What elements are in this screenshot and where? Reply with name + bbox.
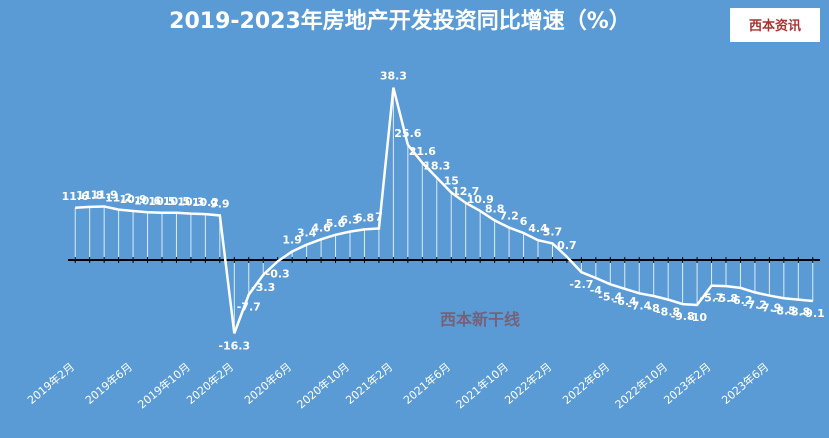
x-tick-label: 2021年10月 bbox=[453, 360, 511, 412]
data-label: 12.7 bbox=[452, 185, 479, 198]
data-label: -9.1 bbox=[801, 307, 825, 320]
x-tick-label: 2021年6月 bbox=[400, 360, 453, 407]
chart-title: 2019-2023年房地产开发投资同比增速（%） bbox=[169, 8, 631, 34]
data-label: -7.7 bbox=[237, 301, 261, 314]
data-label: -9.8 bbox=[671, 310, 695, 323]
data-label: 1.9 bbox=[282, 233, 302, 246]
data-label: -4 bbox=[590, 284, 603, 297]
data-label: -5.4 bbox=[598, 290, 622, 303]
data-label: -10 bbox=[687, 311, 707, 324]
x-tick-label: 2019年6月 bbox=[82, 360, 135, 407]
data-label: -7.2 bbox=[743, 298, 767, 311]
data-label: 10.9 bbox=[467, 193, 494, 206]
x-tick-label: 2020年2月 bbox=[184, 360, 237, 407]
data-label: -7.9 bbox=[757, 302, 781, 315]
data-label: 11.6 bbox=[62, 190, 89, 203]
data-label: 6.3 bbox=[340, 214, 360, 227]
data-label: 4.6 bbox=[311, 221, 331, 234]
x-tick-label: 2022年10月 bbox=[612, 360, 670, 412]
data-label: 10.3 bbox=[177, 196, 204, 209]
data-label: 25.6 bbox=[394, 127, 421, 140]
data-label: 3.4 bbox=[297, 227, 317, 240]
data-label: -7.4 bbox=[627, 299, 651, 312]
logo: 西本资讯 bbox=[749, 18, 801, 34]
data-label: -8.8 bbox=[656, 306, 680, 319]
x-tick-label: 2020年10月 bbox=[294, 360, 352, 412]
x-tick-label: 2021年2月 bbox=[343, 360, 396, 407]
data-label: -8.8 bbox=[786, 306, 810, 319]
data-label: 11.8 bbox=[76, 189, 103, 202]
data-label: 10.5 bbox=[163, 195, 190, 208]
data-label: 7.2 bbox=[499, 210, 519, 223]
data-label: 4.4 bbox=[528, 222, 548, 235]
data-label: -16.3 bbox=[218, 339, 250, 352]
data-label: 3.7 bbox=[543, 225, 563, 238]
data-label: 10.5 bbox=[148, 195, 175, 208]
x-tick-label: 2020年6月 bbox=[241, 360, 294, 407]
data-label: 6 bbox=[520, 215, 528, 228]
x-tick-label: 2022年2月 bbox=[502, 360, 555, 407]
data-label: -8.5 bbox=[772, 304, 796, 317]
data-label: 10.2 bbox=[192, 196, 219, 209]
line bbox=[75, 87, 813, 334]
data-label: -0.3 bbox=[266, 267, 290, 280]
data-label: 8.8 bbox=[485, 202, 505, 215]
data-label: 10.9 bbox=[120, 193, 147, 206]
x-tick-label: 2022年6月 bbox=[560, 360, 613, 407]
data-label: 11.2 bbox=[105, 192, 132, 205]
data-label: -5.8 bbox=[714, 292, 738, 305]
x-tick-label: 2019年2月 bbox=[24, 360, 77, 407]
data-label: 10.6 bbox=[134, 194, 161, 207]
x-tick-label: 2019年10月 bbox=[135, 360, 193, 412]
data-label: 9.9 bbox=[210, 197, 230, 210]
data-label: 5.6 bbox=[326, 217, 346, 230]
data-label: -6.4 bbox=[613, 295, 637, 308]
data-label: -2.7 bbox=[569, 278, 593, 291]
data-label: -6.2 bbox=[728, 294, 752, 307]
data-label: 6.8 bbox=[355, 211, 375, 224]
logo-box bbox=[730, 8, 820, 42]
watermark: 西本新干线 bbox=[440, 310, 520, 329]
data-label: 11.9 bbox=[91, 188, 118, 201]
data-label: 0.7 bbox=[557, 239, 577, 252]
data-label: 15 bbox=[444, 175, 459, 188]
data-label: -8 bbox=[648, 302, 660, 315]
data-label: 38.3 bbox=[380, 70, 407, 83]
x-tick-label: 2023年2月 bbox=[661, 360, 714, 407]
x-tick-label: 2023年6月 bbox=[719, 360, 772, 407]
